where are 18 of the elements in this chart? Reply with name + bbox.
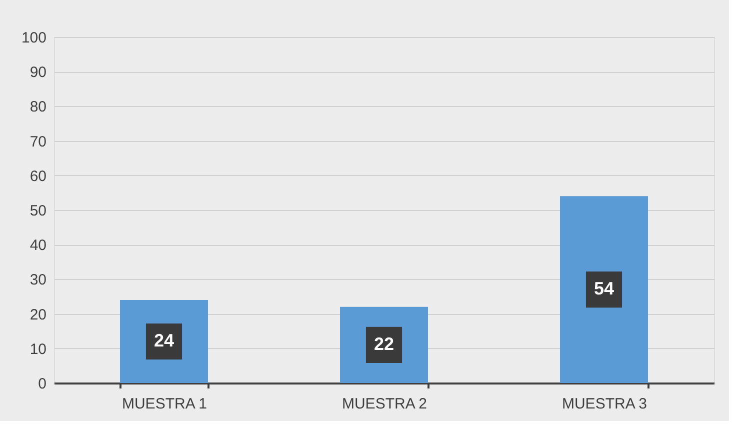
- y-tick-label: 50: [30, 202, 46, 220]
- bar: [560, 196, 648, 383]
- y-tick-label: 10: [30, 340, 46, 358]
- y-tick-label: 40: [30, 237, 46, 254]
- data-label: 22: [374, 334, 394, 354]
- y-tick-label: 100: [21, 30, 46, 46]
- y-tick-label: 60: [30, 168, 46, 185]
- y-tick-label: 90: [30, 64, 46, 82]
- x-tick-label: MUESTRA 1: [122, 396, 208, 412]
- y-tick-label: 30: [30, 272, 46, 289]
- y-tick-label: 0: [38, 376, 46, 392]
- y-tick-label: 70: [30, 133, 46, 150]
- data-label: 24: [154, 330, 174, 350]
- x-tick-label: MUESTRA 3: [562, 396, 648, 412]
- y-tick-label: 20: [30, 306, 46, 324]
- x-tick-label: MUESTRA 2: [342, 396, 428, 412]
- y-tick-label: 80: [30, 98, 46, 116]
- data-label: 54: [594, 278, 614, 299]
